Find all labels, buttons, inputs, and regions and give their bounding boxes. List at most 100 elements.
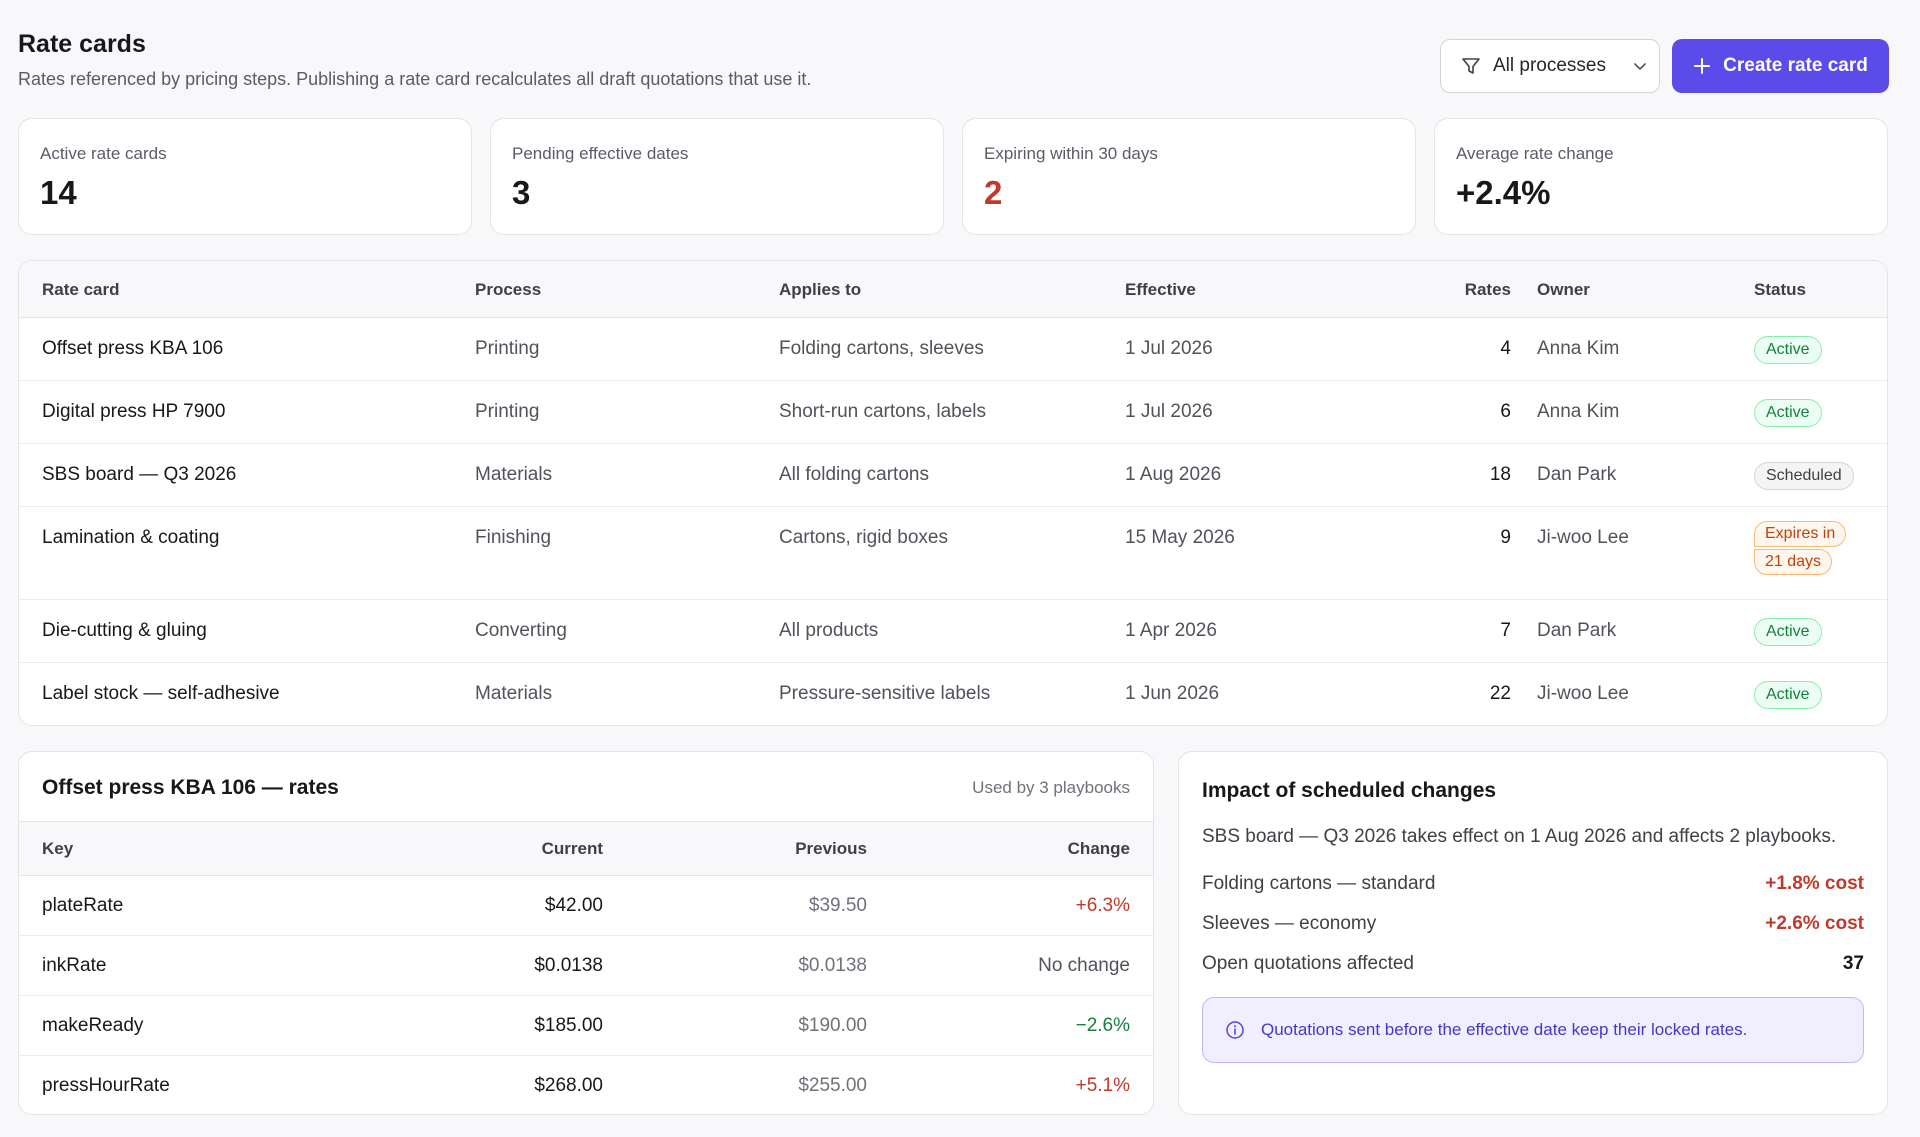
impact-item: Folding cartons — standard +1.8% cost [1202,873,1864,899]
impact-item-label: Folding cartons — standard [1202,873,1436,894]
page-title: Rate cards [18,30,146,58]
rate-card-name[interactable]: Label stock — self-adhesive [42,683,280,704]
rate-previous: $190.00 [798,1015,867,1036]
table-row[interactable]: SBS board — Q3 2026 Materials All foldin… [19,444,1887,507]
impact-item-value: +1.8% cost [1765,873,1864,894]
column-header[interactable]: Owner [1537,280,1590,299]
rate-current: $268.00 [534,1075,603,1096]
page-subtitle: Rates referenced by pricing steps. Publi… [18,69,812,89]
effective-cell: 1 Jul 2026 [1125,338,1213,359]
rate-key: pressHourRate [42,1075,170,1096]
rate-row[interactable]: pressHourRate $268.00 $255.00 +5.1% [19,1056,1153,1114]
owner-cell: Dan Park [1537,620,1617,641]
applies-cell: Folding cartons, sleeves [779,338,984,359]
impact-title: Impact of scheduled changes [1202,779,1497,802]
process-filter-label: All processes [1493,55,1606,76]
column-header[interactable]: Applies to [779,280,862,299]
rate-change: −2.6% [1075,1015,1130,1036]
impact-item-label: Sleeves — economy [1202,913,1377,934]
rate-change: +6.3% [1075,895,1130,916]
effective-cell: 1 Aug 2026 [1125,464,1222,485]
rate-row[interactable]: plateRate $42.00 $39.50 +6.3% [19,876,1153,936]
rate-current: $185.00 [534,1015,603,1036]
table-row[interactable]: Label stock — self-adhesive Materials Pr… [19,663,1887,725]
process-cell: Materials [475,464,553,485]
table-row[interactable]: Die-cutting & gluing Converting All prod… [19,600,1887,663]
effective-cell: 15 May 2026 [1125,527,1235,548]
status-badge: Active [1754,399,1822,427]
column-header: Previous [795,839,867,858]
table-row[interactable]: Lamination & coating Finishing Cartons, … [19,507,1887,600]
stat-label: Average rate change [1456,144,1614,163]
applies-cell: All folding cartons [779,464,929,485]
impact-item-value: 37 [1842,953,1864,974]
process-cell: Materials [475,683,553,704]
info-note-text: Quotations sent before the effective dat… [1261,1020,1748,1039]
rates-count-cell: 6 [1500,401,1511,422]
rate-card-name[interactable]: SBS board — Q3 2026 [42,464,237,485]
rates-panel-title: Offset press KBA 106 — rates [42,776,339,799]
process-cell: Converting [475,620,567,641]
status-badge: Active [1754,681,1822,709]
column-header[interactable]: Rates [1464,280,1511,299]
table-row[interactable]: Offset press KBA 106 Printing Folding ca… [19,318,1887,381]
stat-value: 3 [512,174,531,211]
impact-item-value: +2.6% cost [1765,913,1864,934]
rates-panel-header: Offset press KBA 106 — rates Used by 3 p… [19,752,1153,822]
rate-row[interactable]: inkRate $0.0138 $0.0138 No change [19,936,1153,996]
status-badge: Scheduled [1754,462,1854,490]
rate-card-name[interactable]: Die-cutting & gluing [42,620,207,641]
rate-card-name[interactable]: Offset press KBA 106 [42,338,224,359]
applies-cell: Cartons, rigid boxes [779,527,948,548]
stat-value: +2.4% [1456,174,1551,211]
impact-panel: Impact of scheduled changes SBS board — … [1178,751,1888,1115]
rate-row[interactable]: makeReady $185.00 $190.00 −2.6% [19,996,1153,1056]
rate-card-name[interactable]: Digital press HP 7900 [42,401,226,422]
process-filter-dropdown[interactable]: All processes [1440,39,1660,93]
column-header[interactable]: Process [475,280,542,299]
stat-card-active: Active rate cards 14 [18,118,472,235]
rates-count-cell: 4 [1500,338,1511,359]
chevron-down-icon [1634,63,1646,71]
status-badge: Active [1754,336,1822,364]
rate-current: $0.0138 [534,955,603,976]
info-note: Quotations sent before the effective dat… [1202,997,1864,1063]
create-rate-card-button[interactable]: Create rate card [1672,39,1889,93]
column-header: Change [1067,839,1130,858]
used-by-count[interactable]: Used by 3 playbooks [972,778,1130,797]
applies-cell: Pressure-sensitive labels [779,683,991,704]
column-header[interactable]: Effective [1125,280,1196,299]
owner-cell: Anna Kim [1537,401,1620,422]
create-rate-card-label: Create rate card [1723,55,1868,76]
stats-row: Active rate cards 14 Pending effective d… [18,118,1888,235]
rate-previous: $255.00 [798,1075,867,1096]
column-header[interactable]: Rate card [42,280,120,299]
rate-previous: $0.0138 [798,955,867,976]
stat-label: Expiring within 30 days [984,144,1158,163]
applies-cell: All products [779,620,879,641]
status-badge: Active [1754,618,1822,646]
status-badge-line: 21 days [1754,549,1833,575]
owner-cell: Dan Park [1537,464,1617,485]
table-header: Rate card Process Applies to Effective R… [19,261,1887,318]
process-cell: Printing [475,401,540,422]
process-cell: Finishing [475,527,552,548]
rates-count-cell: 22 [1489,683,1511,704]
column-header: Current [541,839,603,858]
stat-card-expiring: Expiring within 30 days 2 [962,118,1416,235]
owner-cell: Ji-woo Lee [1537,683,1629,704]
stat-card-pending: Pending effective dates 3 [490,118,944,235]
rate-card-name[interactable]: Lamination & coating [42,527,220,548]
impact-description: SBS board — Q3 2026 takes effect on 1 Au… [1202,826,1837,847]
rate-previous: $39.50 [808,895,867,916]
table-row[interactable]: Digital press HP 7900 Printing Short-run… [19,381,1887,444]
status-badge-expiring: Expires in 21 days [1754,521,1854,577]
column-header[interactable]: Status [1754,280,1806,299]
impact-item-label: Open quotations affected [1202,953,1414,974]
rate-cards-table: Rate card Process Applies to Effective R… [18,260,1888,726]
status-badge-line: Expires in [1754,521,1847,547]
page-header: Rate cards Rates referenced by pricing s… [18,0,1889,118]
rate-change: No change [1038,955,1130,976]
effective-cell: 1 Jul 2026 [1125,401,1213,422]
process-cell: Printing [475,338,540,359]
